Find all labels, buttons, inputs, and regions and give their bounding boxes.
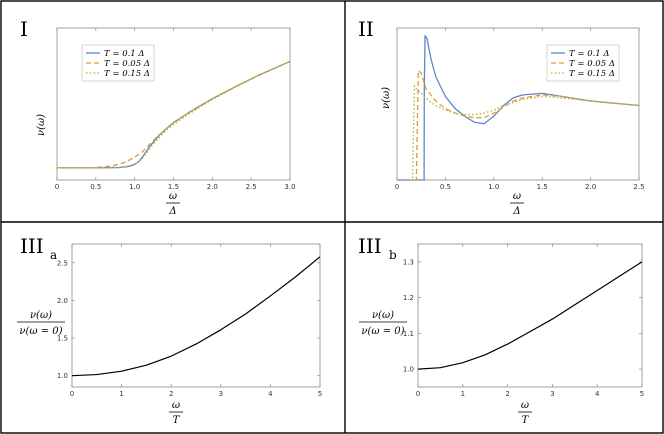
panel-II-xtick-label: 0 [395,183,399,191]
panel-II-xtick-label: 1.0 [488,183,499,191]
panel-I-legend-label-1: T = 0.1 Δ [104,49,145,59]
panel-IIIa-xtick-label: 2 [169,390,173,398]
panel-IIIb-ylabel: ν(ω) ν(ω = 0) [359,310,407,337]
chart-panel-IIIb: 0 1 2 3 4 5 1.0 1.1 1.2 1.3 [403,243,644,398]
panel-IIIb-xlabel-denominator: T [522,415,530,426]
panel-I-series-line-3 [57,60,291,169]
panel-IIIa-ytick-label: 2.0 [57,297,68,305]
chart-panel-II: 0 0.5 1.0 1.5 2.0 2.5 T = 0.1 ΔT = 0.05 ΔT = 0… [395,27,645,191]
panel-I-legend-label-2: T = 0.05 Δ [104,59,150,69]
panel-IIIb-ytick-label: 1.3 [403,258,414,266]
panel-IIIa-xtick-label: 1 [119,390,123,398]
panel-I-xtick-label: 2.0 [207,183,218,191]
panel-II-legend-label-3: T = 0.15 Δ [569,69,615,79]
panel-I-xlabel-numerator: ω [169,191,177,202]
panel-IIIb-xtick-label: 5 [640,390,644,398]
panel-IIIa-ytick-label: 1.0 [57,372,68,380]
panel-IIIb-ytick-label: 1.2 [403,294,414,302]
panel-IIIb-ylabel-denominator: ν(ω = 0) [361,326,404,337]
panel-IIIa-xlabel-denominator: T [173,415,181,426]
panel-label-IIIa: III [20,234,44,258]
panel-IIIa-ytick-label: 2.5 [57,259,68,267]
panel-I-series-line-2 [56,60,291,169]
panel-IIIb-xlabel: ω T [518,400,532,426]
panel-I-xtick-label: 0 [55,183,59,191]
panel-II-series-line-3 [410,85,640,181]
panel-IIIa-xtick-label: 4 [268,390,273,398]
panel-IIIb-series-line-1 [417,261,643,370]
panel-II-xtick-label: 1.5 [537,183,548,191]
panel-IIIa-ylabel-denominator: ν(ω = 0) [19,326,62,337]
panel-label-IIIa-subscript: a [50,248,57,262]
panel-IIIb-axes-box [417,243,643,388]
panel-I-ylabel: ν(ω) [36,114,47,136]
panel-II-xlabel-numerator: ω [513,191,521,202]
panel-I-legend: T = 0.1 ΔT = 0.05 ΔT = 0.15 Δ [81,44,155,82]
chart-panel-I: 0 0.5 1.0 1.5 2.0 2.5 3.0 T = 0.1 ΔT = 0.05 ΔT … [55,27,296,191]
panel-I-xtick-label: 2.5 [246,183,257,191]
panel-IIIa-xtick-label: 5 [318,390,322,398]
panel-I-xlabel-denominator: Δ [168,206,176,217]
panel-I-xtick-label: 1.0 [129,183,140,191]
panel-label-IIIb-subscript: b [389,248,397,262]
panel-IIIb-xtick-label: 2 [505,390,509,398]
panel-IIIa-xlabel: ω T [169,400,183,426]
panel-label-II: II [358,17,374,41]
panel-II-xtick-label: 2.5 [633,183,644,191]
panel-IIIa-ylabel: ν(ω) ν(ω = 0) [17,310,65,337]
panel-IIIa-ylabel-numerator: ν(ω) [30,310,52,321]
panel-IIIb-xtick-label: 3 [550,390,554,398]
panel-II-series-line-1 [397,34,640,181]
panel-II-xlabel: ω Δ [510,191,524,217]
chart-panel-IIIa: 0 1 2 3 4 5 1.0 1.5 2.0 2.5 [57,243,322,398]
panel-I-xlabel: ω Δ [166,191,180,217]
panel-IIIb-xtick-label: 1 [461,390,465,398]
panel-IIIb-ylabel-numerator: ν(ω) [372,310,394,321]
panel-IIIa-xlabel-numerator: ω [172,400,180,411]
panel-II-legend-label-1: T = 0.1 Δ [569,49,610,59]
panel-I-xtick-label: 1.5 [168,183,179,191]
panel-label-I: I [20,17,28,41]
panel-II-xlabel-denominator: Δ [512,206,520,217]
panel-IIIa-xtick-label: 3 [219,390,223,398]
panel-IIIb-xlabel-numerator: ω [521,400,529,411]
panel-II-xtick-label: 2.0 [585,183,596,191]
panel-II-ylabel: ν(ω) [381,87,392,109]
panel-IIIb-ytick-label: 1.1 [403,330,414,338]
panel-II-legend: T = 0.1 ΔT = 0.05 ΔT = 0.15 Δ [546,44,620,82]
panel-IIIb-xtick-label: 4 [595,390,600,398]
panel-I-legend-label-3: T = 0.15 Δ [104,69,150,79]
panel-IIIb-xtick-label: 0 [416,390,420,398]
panel-I-xtick-label: 3.0 [284,183,295,191]
panel-IIIa-axes-box [71,243,321,388]
panel-label-IIIb: III [358,234,382,258]
panel-II-xtick-label: 0.5 [440,183,451,191]
panel-IIIb-ytick-label: 1.0 [403,366,414,374]
panel-II-axes-box [396,27,640,181]
panel-IIIa-xtick-label: 0 [70,390,74,398]
panel-IIIa-series-line-1 [71,256,321,377]
panel-IIIa-ytick-label: 1.5 [57,335,68,343]
panel-II-legend-label-2: T = 0.05 Δ [569,59,615,69]
panel-II-series-line-2 [414,69,640,181]
panel-I-xtick-label: 0.5 [90,183,101,191]
